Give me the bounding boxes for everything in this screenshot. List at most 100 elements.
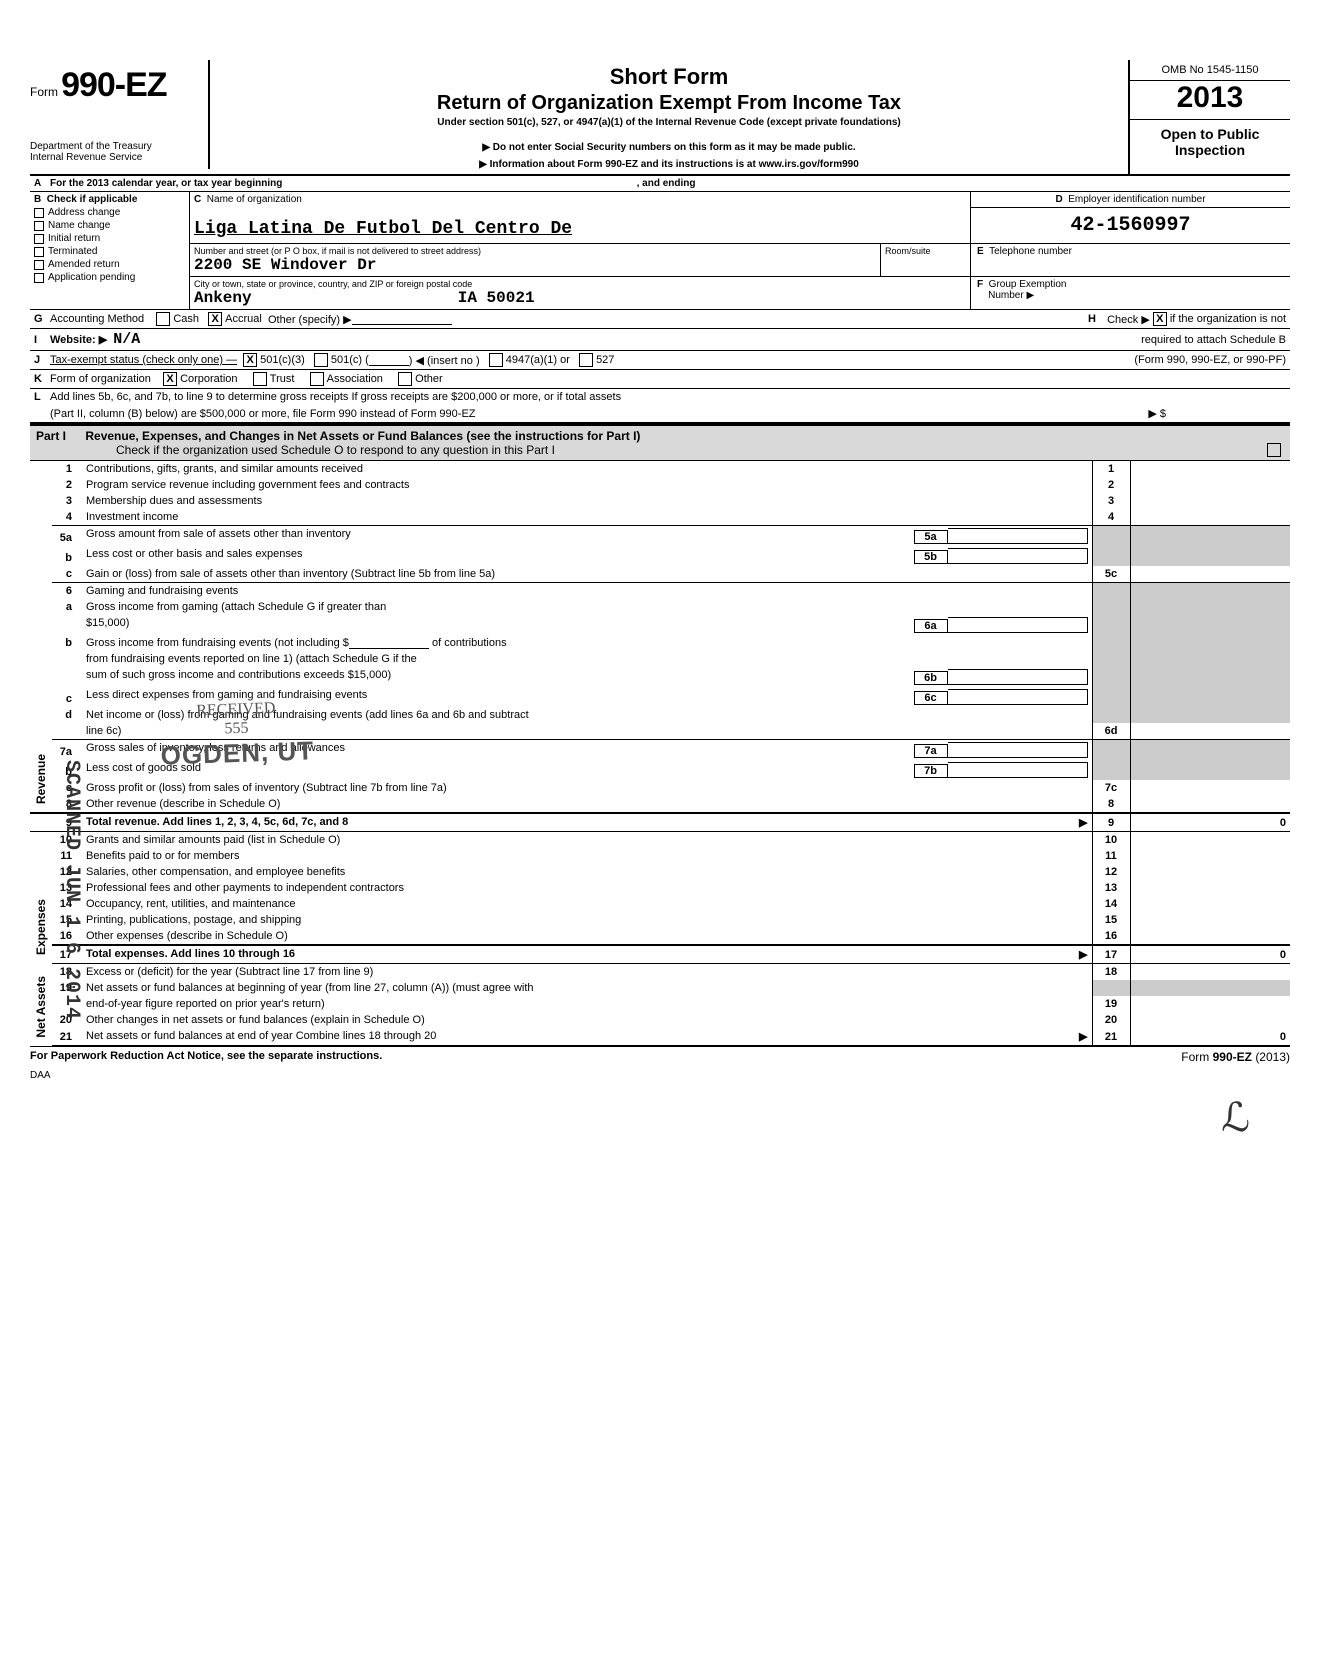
chk-initial-return[interactable] [34,234,44,244]
l-label: L [34,391,50,403]
amt-6c-s [1130,687,1290,707]
line-a-text: For the 2013 calendar year, or tax year … [50,178,282,189]
amt-4[interactable] [1130,509,1290,526]
line-20-text: Other changes in net assets or fund bala… [82,1012,1092,1028]
amt-19[interactable] [1130,996,1290,1012]
amt-12[interactable] [1130,864,1290,880]
amt-10[interactable] [1130,832,1290,849]
amt-7c[interactable] [1130,780,1290,796]
f-label: F [977,279,983,290]
amt-18[interactable] [1130,964,1290,981]
b-item-0: Address change [48,207,120,218]
chk-501c[interactable] [314,353,328,367]
amt-13[interactable] [1130,880,1290,896]
chk-4947a1[interactable] [489,353,503,367]
g-text: Accounting Method [50,313,144,325]
ln-6a: a [52,599,82,615]
line-l-1: L Add lines 5b, 6c, and 7b, to line 9 to… [30,389,1290,405]
initials-mark: ℒ [1221,1094,1250,1141]
chk-cash[interactable] [156,312,170,326]
line-7c-text: Gross profit or (loss) from sales of inv… [82,780,1092,796]
fr-year: (2013) [1255,1050,1290,1064]
amt-6d[interactable] [1130,723,1290,740]
box-19: 19 [1092,996,1130,1012]
chk-schedule-b[interactable]: X [1153,312,1167,326]
amt-7b-s [1130,760,1290,780]
chk-trust[interactable] [253,372,267,386]
inner-amt-5a[interactable] [948,528,1088,544]
amt-1[interactable] [1130,461,1290,477]
inner-box-6b: 6b [914,671,948,685]
amt-14[interactable] [1130,896,1290,912]
l-text1: Add lines 5b, 6c, and 7b, to line 9 to d… [50,391,621,403]
box-6a-s2 [1092,615,1130,635]
chk-address-change[interactable] [34,208,44,218]
j-c-input[interactable] [369,354,409,366]
amt-15[interactable] [1130,912,1290,928]
chk-501c3[interactable]: X [243,353,257,367]
street-value: 2200 SE Windover Dr [194,256,876,274]
inner-amt-7b[interactable] [948,762,1088,778]
chk-amended-return[interactable] [34,260,44,270]
dept-treasury: Department of the Treasury [30,141,198,152]
amt-6a-s1 [1130,599,1290,615]
chk-terminated[interactable] [34,247,44,257]
line-1-text: Contributions, gifts, grants, and simila… [82,461,1092,477]
line-a-label: A [34,178,50,189]
amt-5c[interactable] [1130,566,1290,583]
line-10-text: Grants and similar amounts paid (list in… [82,832,1092,849]
j-c3: 501(c)(3) [260,354,305,366]
amt-21: 0 [1130,1028,1290,1046]
inner-amt-5b[interactable] [948,548,1088,564]
e-label: E [977,246,984,257]
b-item-3: Terminated [48,246,97,257]
chk-schedule-o[interactable] [1267,443,1281,457]
amt-8[interactable] [1130,796,1290,813]
h-text3: required to attach Schedule B [1141,334,1286,346]
ln-5a: 5a [52,526,82,547]
title-main: Return of Organization Exempt From Incom… [222,92,1116,115]
chk-corporation[interactable]: X [163,372,177,386]
ln-6d: d [52,707,82,723]
d-label: D [1055,194,1062,205]
chk-other-org[interactable] [398,372,412,386]
amt-9: 0 [1130,813,1290,832]
open-to-public: Open to Public Inspection [1130,120,1290,164]
footer-right: Form 990-EZ (2013) [1181,1050,1290,1064]
ln-6: 6 [52,583,82,600]
chk-application-pending[interactable] [34,273,44,283]
box-7c: 7c [1092,780,1130,796]
website-value: N/A [113,331,140,348]
city-label: City or town, state or province, country… [194,279,966,289]
scanned-stamp: SCANNED JUN 1 6 2014 [60,760,83,1020]
amt-16[interactable] [1130,928,1290,945]
inner-amt-6a[interactable] [948,617,1088,633]
i-text: Website: ▶ [50,333,107,346]
line-5b-text: Less cost or other basis and sales expen… [86,548,302,560]
g-other-input[interactable] [352,313,452,325]
line-14-text: Occupancy, rent, utilities, and maintena… [82,896,1092,912]
inner-amt-7a[interactable] [948,742,1088,758]
b-label: B [34,194,41,205]
amt-2[interactable] [1130,477,1290,493]
section-c: C Name of organization Liga Latina De Fu… [190,192,1290,309]
chk-accrual[interactable]: X [208,312,222,326]
k-label: K [34,373,50,385]
form-page: Form 990-EZ Department of the Treasury I… [30,60,1290,1081]
chk-name-change[interactable] [34,221,44,231]
g-other: Other (specify) ▶ [268,313,352,326]
l6b-blank[interactable] [349,637,429,649]
ln-5c: c [52,566,82,583]
k-other: Other [415,373,443,385]
chk-527[interactable] [579,353,593,367]
inner-amt-6b[interactable] [948,669,1088,685]
inner-amt-6c[interactable] [948,689,1088,705]
amt-3[interactable] [1130,493,1290,509]
amt-20[interactable] [1130,1012,1290,1028]
amt-11[interactable] [1130,848,1290,864]
box-14: 14 [1092,896,1130,912]
chk-association[interactable] [310,372,324,386]
box-6b-s2 [1092,651,1130,667]
part-1-header: Part I Revenue, Expenses, and Changes in… [30,424,1290,461]
box-6-shade [1092,583,1130,600]
